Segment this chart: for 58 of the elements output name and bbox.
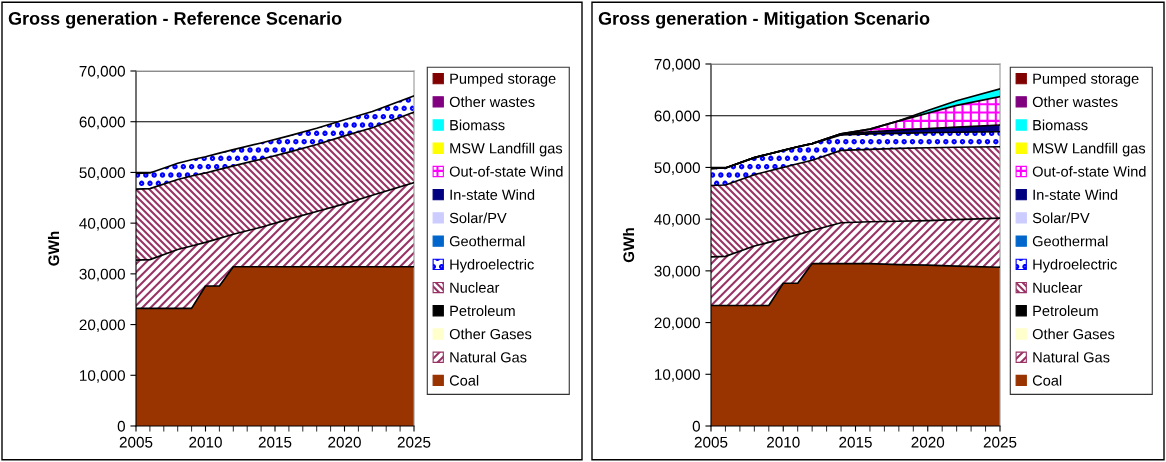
y-tick-label: 50,000 bbox=[79, 167, 125, 180]
legend-label: Pumped storage bbox=[450, 73, 556, 87]
x-tick-label: 2005 bbox=[119, 436, 153, 448]
y-tick-label: 10,000 bbox=[655, 369, 700, 382]
y-tick-label: 40,000 bbox=[79, 218, 125, 231]
legend-label: MSW Landfill gas bbox=[1033, 142, 1146, 157]
chart-title: Gross generation - Mitigation Scenario bbox=[598, 11, 930, 29]
y-tick-label: 30,000 bbox=[79, 268, 125, 282]
y-tick-label: 70,000 bbox=[654, 58, 700, 72]
legend-label: Other wastes bbox=[449, 96, 535, 108]
legend-label: Natural Gas bbox=[1033, 351, 1110, 363]
legend-label: In-state Wind bbox=[1033, 189, 1118, 200]
legend-label: Out-of-state Wind bbox=[1032, 166, 1146, 177]
y-tick-label: 70,000 bbox=[79, 65, 125, 79]
legend-label: Pumped storage bbox=[1033, 73, 1139, 87]
y-tick-label: 30,000 bbox=[654, 265, 700, 279]
legend-label: Geothermal bbox=[449, 235, 525, 247]
x-tick-label: 2005 bbox=[694, 436, 728, 448]
legend-label: Coal bbox=[449, 374, 479, 386]
y-axis-title: GWh bbox=[622, 228, 635, 263]
legend-label: Out-of-state Wind bbox=[449, 166, 563, 177]
x-tick-label: 2010 bbox=[189, 436, 222, 448]
x-tick-label: 2020 bbox=[911, 436, 945, 448]
legend-label: MSW Landfill gas bbox=[450, 142, 563, 157]
chart-title: Gross generation - Reference Scenario bbox=[8, 11, 342, 29]
y-tick-label: 60,000 bbox=[654, 110, 700, 124]
legend-label: Other Gases bbox=[1032, 328, 1115, 340]
legend-label: Hydroelectric bbox=[450, 258, 534, 273]
legend-label: Geothermal bbox=[1032, 235, 1108, 247]
y-tick-label: 40,000 bbox=[654, 214, 700, 227]
x-tick-label: 2025 bbox=[397, 436, 431, 448]
x-tick-label: 2020 bbox=[328, 436, 361, 448]
y-tick-label: 0 bbox=[117, 420, 125, 432]
y-tick-label: 20,000 bbox=[79, 319, 125, 333]
x-tick-label: 2015 bbox=[258, 436, 292, 448]
legend-label: In-state Wind bbox=[450, 189, 535, 200]
legend-label: Petroleum bbox=[1033, 305, 1098, 317]
legend-label: Solar/PV bbox=[449, 212, 507, 224]
y-tick-label: 0 bbox=[692, 420, 700, 432]
legend-label: Natural Gas bbox=[450, 351, 527, 363]
legend-label: Nuclear bbox=[1033, 282, 1083, 293]
legend-label: Other wastes bbox=[1032, 96, 1118, 108]
x-tick-label: 2015 bbox=[839, 436, 872, 448]
y-tick-label: 60,000 bbox=[79, 116, 125, 130]
legend-label: Nuclear bbox=[450, 282, 500, 293]
y-axis-title: GWh bbox=[47, 231, 60, 266]
x-tick-label: 2025 bbox=[983, 436, 1017, 448]
legend-label: Biomass bbox=[450, 119, 505, 131]
y-tick-label: 50,000 bbox=[654, 162, 700, 175]
legend-label: Hydroelectric bbox=[1033, 258, 1117, 273]
legend-label: Biomass bbox=[1033, 119, 1088, 131]
legend-label: Other Gases bbox=[449, 328, 532, 340]
legend-label: Solar/PV bbox=[1032, 212, 1090, 224]
y-tick-label: 20,000 bbox=[654, 317, 700, 331]
x-tick-label: 2010 bbox=[767, 436, 800, 448]
legend-label: Coal bbox=[1032, 374, 1062, 386]
y-tick-label: 10,000 bbox=[80, 370, 125, 383]
legend-label: Petroleum bbox=[450, 305, 515, 317]
